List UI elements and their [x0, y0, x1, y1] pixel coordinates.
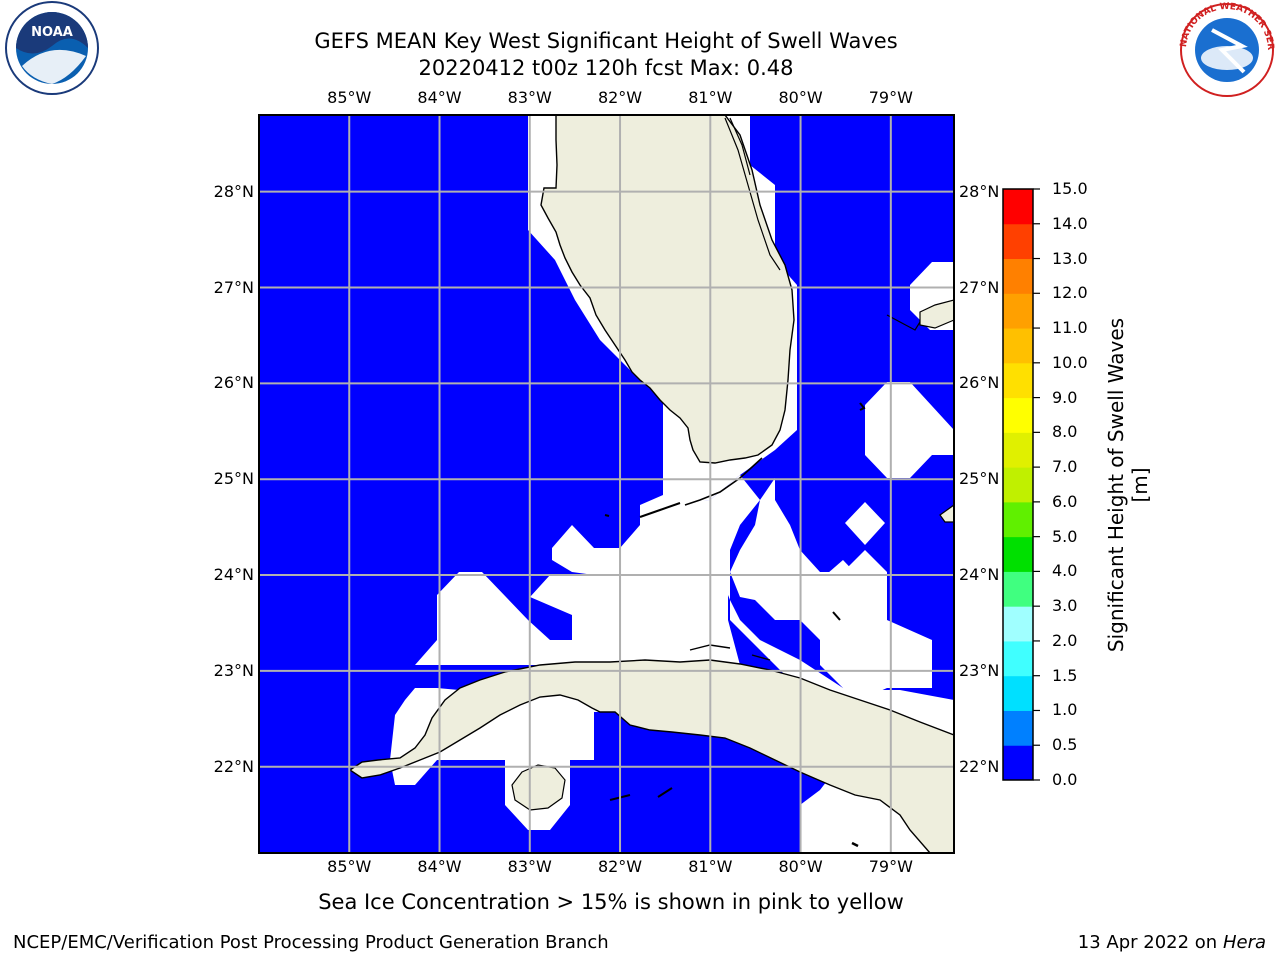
lat-tick-label-left: 25°N — [213, 469, 254, 489]
lon-tick-label-bottom: 80°W — [778, 857, 823, 876]
colorbar-tick-label: 1.0 — [1052, 700, 1078, 720]
colorbar-tick-label: 14.0 — [1052, 213, 1088, 233]
lat-tick-label-left: 26°N — [213, 373, 254, 393]
lat-tick-label-right: 27°N — [959, 277, 1000, 297]
lat-tick-label-right: 26°N — [959, 373, 1000, 393]
colorbar-tick-label: 5.0 — [1052, 526, 1078, 546]
colorbar-segment — [1003, 189, 1033, 225]
lon-tick-label-top: 83°W — [507, 88, 552, 107]
colorbar-segment — [1003, 258, 1033, 294]
colorbar-segment — [1003, 432, 1033, 468]
colorbar-tick-label: 15.0 — [1052, 179, 1088, 198]
colorbar-tick-label: 10.0 — [1052, 352, 1088, 372]
colorbar-segment — [1003, 710, 1033, 746]
florida-keys — [684, 457, 763, 506]
lon-tick-label-bottom: 83°W — [507, 857, 552, 876]
colorbar-segment — [1003, 745, 1033, 781]
colorbar-segment — [1003, 640, 1033, 677]
lat-tick-label-left: 23°N — [213, 660, 254, 680]
colorbar-tick-label: 1.5 — [1052, 665, 1078, 685]
lat-tick-label-left: 24°N — [213, 565, 254, 585]
footer-host: Hera — [1222, 932, 1266, 953]
lat-tick-label-right: 23°N — [959, 660, 1000, 680]
colorbar-tick-label: 12.0 — [1052, 283, 1088, 303]
colorbar-segment — [1003, 397, 1033, 433]
lon-tick-label-top: 82°W — [597, 88, 643, 107]
lat-tick-label-right: 22°N — [959, 756, 1000, 776]
lon-tick-label-top: 79°W — [868, 88, 913, 107]
noaa-logo-text: NOAA — [31, 25, 73, 40]
chart-title: GEFS MEAN Key West Significant Height of… — [314, 29, 898, 53]
lon-tick-label-bottom: 81°W — [688, 857, 733, 876]
colorbar-segment — [1003, 293, 1033, 329]
land-bahamas — [919, 299, 954, 329]
map-frame — [258, 114, 955, 854]
nws-logo-icon: NATIONAL WEATHER SERVICE — [1172, 0, 1275, 97]
colorbar-segment — [1003, 536, 1033, 572]
lon-tick-label-top: 84°W — [417, 88, 462, 107]
colorbar-segment — [1003, 467, 1033, 503]
lon-tick-label-top: 81°W — [688, 88, 733, 107]
colorbar-tick-label: 0.0 — [1052, 770, 1078, 789]
lon-tick-label-bottom: 82°W — [597, 857, 643, 876]
colorbar-tick-label: 6.0 — [1052, 491, 1078, 511]
colorbar-segment — [1003, 223, 1033, 260]
chart-subtitle: 20220412 t00z 120h fcst Max: 0.48 — [418, 56, 794, 80]
lat-tick-label-left: 22°N — [213, 756, 254, 776]
footer-date-text: 13 Apr 2022 on — [1077, 932, 1223, 953]
colorbar-segment — [1003, 328, 1033, 364]
lat-tick-label-right: 24°N — [959, 565, 1000, 585]
colorbar-tick-label: 4.0 — [1052, 561, 1078, 581]
gridlines — [259, 115, 954, 853]
colorbar-tick-label: 11.0 — [1052, 318, 1088, 338]
colorbar-segment — [1003, 501, 1033, 538]
sea-ice-caption: Sea Ice Concentration > 15% is shown in … — [318, 890, 904, 914]
colorbar-tick-label: 3.0 — [1052, 596, 1078, 616]
noaa-logo-icon: NOAA — [5, 1, 99, 95]
colorbar-segment — [1003, 571, 1033, 607]
lat-tick-label-right: 28°N — [959, 181, 1000, 201]
land-cuba — [348, 659, 954, 853]
colorbar-tick-label: 8.0 — [1052, 422, 1078, 442]
map-area — [259, 115, 954, 853]
land-florida — [540, 115, 795, 464]
colorbar-tick-label: 0.5 — [1052, 735, 1078, 755]
colorbar-tick-label: 13.0 — [1052, 248, 1088, 268]
lon-tick-label-top: 85°W — [327, 88, 372, 107]
colorbar-label: Significant Height of Swell Waves [m] — [1104, 317, 1152, 653]
colorbar-frame — [1002, 188, 1034, 781]
lon-tick-label-bottom: 84°W — [417, 857, 462, 876]
lon-tick-label-bottom: 79°W — [868, 857, 913, 876]
lat-tick-label-left: 27°N — [213, 277, 254, 297]
footer-credit: NCEP/EMC/Verification Post Processing Pr… — [13, 932, 609, 953]
lat-tick-label-left: 28°N — [213, 181, 254, 201]
footer-date: 13 Apr 2022 on Hera — [1078, 932, 1266, 953]
lon-tick-label-bottom: 85°W — [327, 857, 372, 876]
colorbar-segment — [1003, 362, 1033, 399]
lon-tick-label-top: 80°W — [778, 88, 823, 107]
colorbar-segment — [1003, 606, 1033, 642]
colorbar-tick-label: 7.0 — [1052, 457, 1078, 477]
colorbar — [1002, 188, 1040, 781]
colorbar-tick-label: 2.0 — [1052, 630, 1078, 650]
lat-tick-label-right: 25°N — [959, 469, 1000, 489]
colorbar-segment — [1003, 675, 1033, 711]
colorbar-tick-label: 9.0 — [1052, 387, 1078, 407]
